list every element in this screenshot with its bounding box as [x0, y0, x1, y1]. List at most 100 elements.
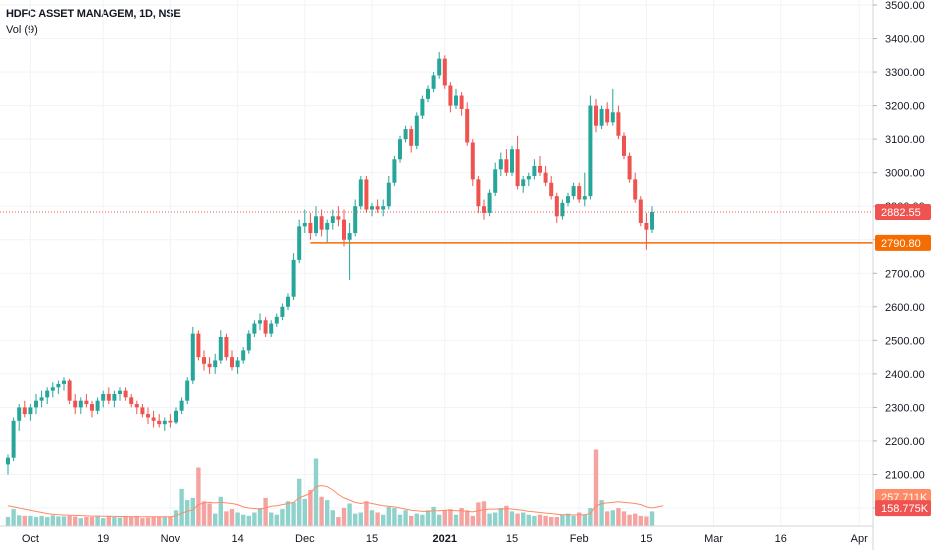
candle-body [437, 58, 442, 76]
volume-bar [644, 516, 649, 526]
candle-body [190, 333, 195, 381]
volume-bar [476, 502, 481, 526]
volume-bar [616, 508, 621, 526]
candle-body [56, 383, 61, 388]
volume-bar [207, 503, 212, 526]
candle-body [650, 212, 654, 230]
volume-tag-last-volume: 158.775K [875, 500, 931, 517]
candle-body [39, 397, 44, 401]
volume-bar [381, 514, 386, 526]
volume-bar [319, 496, 324, 526]
candle-body [17, 407, 22, 421]
volume-bar [425, 510, 431, 526]
candle-body [90, 404, 94, 411]
candle-body [582, 196, 587, 200]
volume-bar [112, 517, 117, 526]
candle-body [588, 105, 593, 197]
volume-bar [605, 511, 610, 526]
candle-body [549, 182, 554, 197]
volume-bar [504, 505, 509, 526]
time-tick-label: Oct [22, 533, 39, 545]
time-tick-label: 15 [506, 533, 518, 545]
price-tag-last-price-text: 2882.55 [881, 207, 921, 219]
volume-bar [588, 508, 593, 526]
candle-body [493, 169, 498, 193]
volume-bar [140, 518, 145, 526]
candle-body [258, 320, 262, 324]
volume-bar [577, 512, 582, 526]
volume-bar [50, 515, 55, 526]
time-tick-label: Nov [161, 533, 181, 545]
volume-bar [341, 508, 347, 526]
candle-body [414, 115, 419, 146]
volume-bar [145, 517, 151, 526]
volume-bar [470, 515, 475, 526]
candle-body [218, 336, 223, 361]
volume-bar [28, 515, 33, 526]
volume-bar [481, 501, 487, 526]
volume-bar [302, 499, 307, 526]
volume-bar [459, 508, 464, 526]
candle-body [386, 182, 391, 207]
volume-bar [61, 516, 67, 526]
volume-bar [308, 490, 313, 526]
volume-bar [224, 511, 229, 526]
candle-body [308, 222, 313, 234]
volume-bar [554, 517, 559, 526]
candle-body [84, 400, 89, 405]
candle-body [521, 179, 526, 187]
volume-bar [280, 509, 285, 526]
candle-body [151, 417, 156, 421]
volume-bar [498, 508, 503, 526]
candle-body [476, 179, 481, 207]
volume-bar [89, 517, 95, 526]
candle-body [67, 380, 72, 401]
volume-tag-last-volume-box [875, 500, 931, 517]
volume-bar [392, 508, 397, 526]
chart-title: HDFC ASSET MANAGEM, 1D, NSE [6, 8, 181, 20]
candle-body [280, 306, 285, 317]
price-tick-label: 2700.00 [885, 268, 925, 280]
volume-bar [151, 517, 156, 526]
time-tick-label: 19 [97, 533, 109, 545]
volume-bar [364, 501, 369, 526]
candle-body [594, 105, 598, 126]
candle-body [146, 414, 150, 418]
volume-bar [599, 500, 604, 526]
candle-body [364, 179, 369, 210]
candle-body [95, 400, 100, 411]
volume-bar [633, 513, 638, 526]
volume-bar [263, 497, 268, 526]
candle-body [319, 216, 324, 230]
volume-bar [537, 514, 543, 526]
volume-bar [627, 514, 632, 526]
candle-body [566, 196, 570, 203]
candle-body [168, 420, 173, 423]
price-tick-label: 3400.00 [885, 34, 925, 46]
time-tick-label: Apr [851, 533, 868, 545]
candle-body [627, 155, 632, 180]
candle-body [644, 222, 649, 230]
volume-bar [397, 514, 403, 526]
volume-bar [453, 514, 459, 526]
candle-body [375, 206, 380, 210]
volume-bar [437, 514, 442, 526]
candle-body [106, 393, 111, 401]
volume-ma-line [7, 484, 664, 518]
candle-body [459, 95, 464, 109]
volume-bar [565, 513, 571, 526]
time-tick-label: 15 [366, 533, 378, 545]
volume-bar [543, 515, 548, 526]
candle-body [347, 233, 352, 240]
candle-body [638, 199, 643, 223]
volume-bar [358, 512, 363, 526]
volume-bar [386, 506, 391, 526]
volume-bar [369, 510, 375, 526]
volume-bar [313, 458, 319, 526]
volume-bar [353, 513, 358, 526]
price-tick-label: 3100.00 [885, 134, 925, 146]
price-tag-last-price: 2882.55 [875, 204, 931, 221]
candle-body [22, 407, 27, 415]
candle-body [179, 400, 184, 411]
